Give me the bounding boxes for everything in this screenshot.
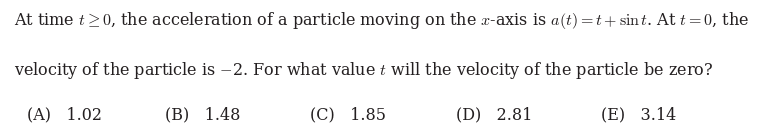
Text: (C)   1.85: (C) 1.85 (310, 106, 386, 123)
Text: velocity of the particle is $-$2. For what value $t$ will the velocity of the pa: velocity of the particle is $-$2. For wh… (14, 60, 713, 81)
Text: (E)   3.14: (E) 3.14 (601, 106, 676, 123)
Text: At time $t \geq 0$, the acceleration of a particle moving on the $x$-axis is $a(: At time $t \geq 0$, the acceleration of … (14, 10, 749, 31)
Text: (B)   1.48: (B) 1.48 (165, 106, 240, 123)
Text: (A)   1.02: (A) 1.02 (27, 106, 102, 123)
Text: (D)   2.81: (D) 2.81 (456, 106, 532, 123)
